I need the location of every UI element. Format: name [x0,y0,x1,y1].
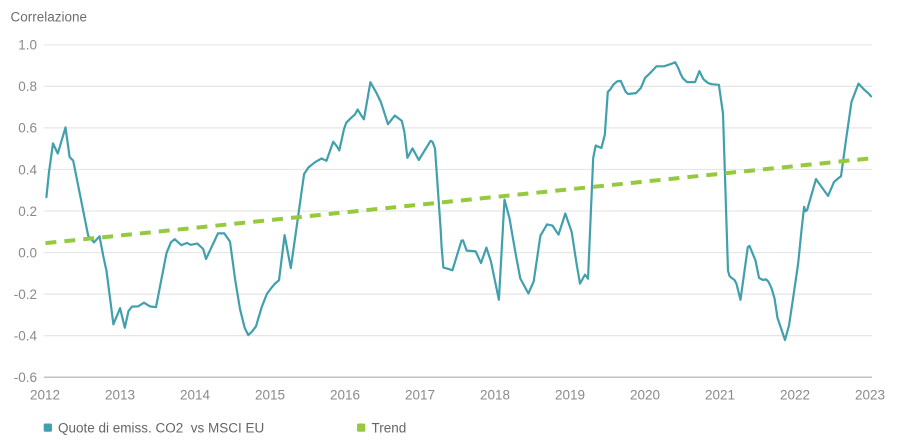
svg-text:2021: 2021 [705,388,735,403]
svg-text:0.0: 0.0 [18,245,37,260]
svg-text:2015: 2015 [255,388,285,403]
svg-text:2019: 2019 [555,388,585,403]
svg-text:0.2: 0.2 [18,204,37,219]
svg-text:-0.4: -0.4 [14,328,38,343]
svg-text:2023: 2023 [855,388,885,403]
svg-text:0.6: 0.6 [18,121,37,136]
svg-text:2018: 2018 [480,388,510,403]
svg-text:2017: 2017 [405,388,435,403]
svg-text:Quote di emiss. CO2 vs MSCI E: Quote di emiss. CO2 vs MSCI EU [58,420,264,435]
svg-text:2014: 2014 [180,388,211,403]
svg-text:2016: 2016 [330,388,360,403]
svg-text:0.4: 0.4 [18,162,37,177]
svg-text:Trend: Trend [372,420,407,435]
svg-text:2012: 2012 [30,388,60,403]
svg-text:-0.2: -0.2 [14,287,37,302]
svg-text:0.8: 0.8 [18,79,37,94]
svg-text:2020: 2020 [630,388,660,403]
svg-text:2022: 2022 [780,388,810,403]
svg-text:Correlazione: Correlazione [11,10,88,25]
svg-text:2013: 2013 [105,388,135,403]
svg-text:1.0: 1.0 [18,38,37,53]
svg-text:-0.6: -0.6 [14,370,37,385]
